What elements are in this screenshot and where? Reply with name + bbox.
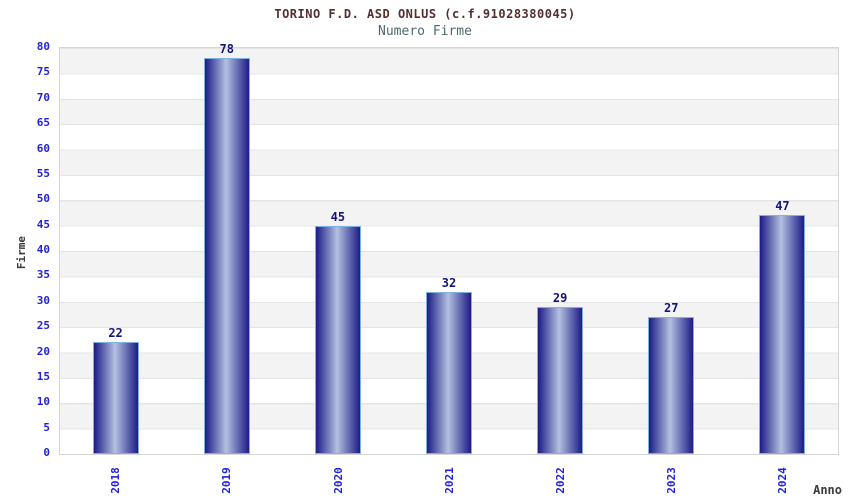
x-axis-title: Anno — [813, 483, 842, 497]
y-tick-label: 40 — [36, 243, 50, 256]
y-tick-label: 50 — [36, 192, 50, 206]
y-tick-label: 30 — [36, 293, 50, 307]
x-tick-label-2020: 2020 — [318, 458, 358, 500]
x-tick-label-2021: 2021 — [429, 458, 469, 500]
y-tick-label: 60 — [36, 141, 50, 155]
y-tick-label: 55 — [36, 166, 50, 180]
plot-area: 22 78 45 32 29 27 47 — [59, 42, 839, 455]
chart-subtitle: Numero Firme — [378, 24, 472, 39]
bar-value-label: 47 — [775, 199, 790, 214]
bar-value-label: 45 — [330, 209, 346, 224]
x-tick-text: 2022 — [553, 466, 567, 494]
y-tick-label: 80 — [36, 40, 50, 53]
y-tick-label: 5 — [43, 420, 50, 434]
bar-value-label: 78 — [219, 42, 234, 57]
y-tick-label: 45 — [36, 217, 50, 231]
bar-2022 — [537, 306, 584, 454]
bar-2020 — [314, 225, 361, 454]
bar-2021 — [426, 291, 472, 454]
x-tick-label-2022: 2022 — [540, 458, 580, 500]
x-tick-label-2019: 2019 — [207, 458, 247, 500]
x-tick-label-2023: 2023 — [651, 458, 691, 500]
bar-value-label: 32 — [441, 275, 457, 290]
y-tick-label: 75 — [36, 65, 50, 79]
bar-2018 — [92, 342, 139, 454]
x-tick-label-2024: 2024 — [762, 458, 802, 500]
y-tick-label: 70 — [36, 90, 50, 104]
bar-2024 — [759, 215, 806, 454]
x-tick-text: 2023 — [664, 466, 678, 494]
y-tick-label: 25 — [36, 319, 50, 333]
bar-value-label: 27 — [664, 300, 679, 315]
x-tick-text: 2020 — [331, 466, 345, 494]
x-tick-text: 2021 — [442, 466, 456, 494]
y-tick-label: 35 — [36, 268, 50, 282]
bar-value-label: 22 — [108, 326, 123, 341]
x-tick-text: 2018 — [109, 466, 123, 494]
y-tick-label: 15 — [36, 369, 50, 383]
x-tick-text: 2024 — [775, 466, 789, 494]
y-tick-label: 20 — [36, 344, 50, 358]
bar-value-label: 29 — [552, 290, 568, 305]
y-tick-label: 0 — [43, 446, 50, 459]
x-tick-text: 2019 — [220, 466, 234, 494]
bar-2019 — [203, 58, 250, 454]
y-tick-label: 10 — [36, 395, 50, 409]
bar-2023 — [648, 316, 695, 454]
y-tick-label: 65 — [36, 116, 50, 130]
x-tick-label-2018: 2018 — [96, 458, 136, 500]
chart-title: TORINO F.D. ASD ONLUS (c.f.91028380045) — [274, 7, 576, 21]
